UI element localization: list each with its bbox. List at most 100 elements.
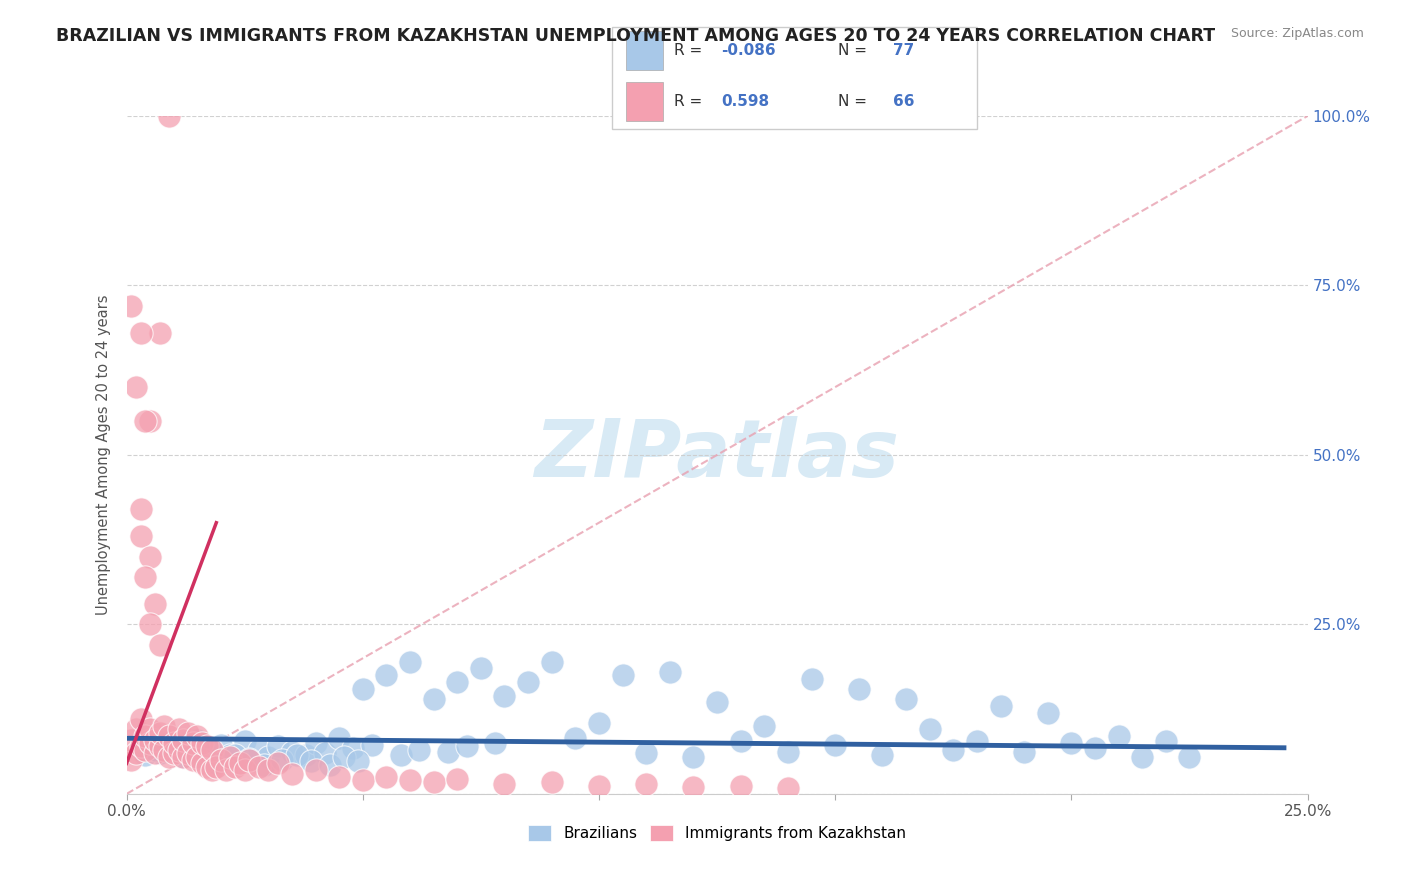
Point bbox=[157, 749, 180, 764]
Point bbox=[139, 414, 162, 428]
Point bbox=[494, 777, 516, 791]
Point bbox=[446, 675, 468, 690]
FancyBboxPatch shape bbox=[626, 31, 662, 70]
Point bbox=[209, 753, 232, 767]
Point bbox=[328, 770, 350, 784]
Point bbox=[120, 753, 142, 767]
Point bbox=[143, 743, 166, 757]
Point bbox=[776, 745, 799, 759]
Point bbox=[149, 746, 172, 760]
Point bbox=[186, 749, 208, 764]
Point bbox=[314, 746, 336, 760]
Point bbox=[682, 780, 704, 794]
Text: 77: 77 bbox=[893, 43, 914, 58]
Point bbox=[389, 747, 412, 762]
Point bbox=[139, 617, 162, 632]
Point bbox=[540, 774, 562, 789]
Point bbox=[129, 712, 152, 726]
Point bbox=[918, 723, 941, 737]
Point bbox=[375, 668, 398, 682]
Point bbox=[352, 773, 374, 788]
Point bbox=[267, 756, 290, 771]
Point bbox=[1012, 745, 1035, 759]
Point bbox=[149, 739, 172, 754]
Point bbox=[730, 734, 752, 748]
Point bbox=[172, 749, 194, 764]
Point bbox=[200, 745, 222, 759]
Point bbox=[636, 746, 658, 760]
Point bbox=[143, 732, 166, 747]
Point bbox=[800, 672, 823, 686]
Point bbox=[1060, 736, 1083, 750]
Point bbox=[233, 734, 256, 748]
Point bbox=[149, 726, 172, 740]
Point bbox=[1130, 749, 1153, 764]
Point bbox=[456, 739, 478, 754]
Point bbox=[588, 715, 610, 730]
Point bbox=[408, 743, 430, 757]
Text: R =: R = bbox=[673, 95, 707, 109]
Text: ZIPatlas: ZIPatlas bbox=[534, 416, 900, 494]
Point bbox=[730, 779, 752, 793]
Point bbox=[139, 739, 162, 754]
Point bbox=[134, 414, 156, 428]
Point bbox=[215, 763, 238, 777]
Text: N =: N = bbox=[838, 95, 872, 109]
Point bbox=[1178, 749, 1201, 764]
Text: BRAZILIAN VS IMMIGRANTS FROM KAZAKHSTAN UNEMPLOYMENT AMONG AGES 20 TO 24 YEARS C: BRAZILIAN VS IMMIGRANTS FROM KAZAKHSTAN … bbox=[56, 27, 1215, 45]
Point bbox=[224, 760, 246, 774]
Point bbox=[399, 773, 422, 788]
Point bbox=[177, 726, 200, 740]
Point bbox=[966, 734, 988, 748]
Point bbox=[219, 749, 242, 764]
Point bbox=[252, 758, 274, 772]
Point bbox=[494, 689, 516, 703]
Point bbox=[172, 749, 194, 764]
Point bbox=[181, 753, 204, 767]
Point bbox=[139, 736, 162, 750]
Point bbox=[517, 675, 540, 690]
Point bbox=[333, 749, 356, 764]
Point bbox=[205, 756, 228, 771]
Point bbox=[375, 770, 398, 784]
Point bbox=[120, 299, 142, 313]
Point bbox=[191, 756, 214, 771]
Point bbox=[247, 760, 270, 774]
Point bbox=[125, 723, 148, 737]
Text: 66: 66 bbox=[893, 95, 914, 109]
Point bbox=[299, 755, 322, 769]
Point bbox=[139, 723, 162, 737]
Point bbox=[177, 734, 200, 748]
Point bbox=[163, 740, 186, 755]
Point bbox=[229, 756, 252, 771]
Point bbox=[352, 681, 374, 696]
Point bbox=[446, 772, 468, 786]
Point bbox=[612, 668, 634, 682]
Point bbox=[990, 698, 1012, 713]
Point bbox=[304, 763, 326, 777]
Point bbox=[285, 747, 308, 762]
Point bbox=[134, 743, 156, 757]
Point bbox=[181, 736, 204, 750]
Point bbox=[209, 738, 232, 752]
Text: 0.598: 0.598 bbox=[721, 95, 769, 109]
Point bbox=[872, 747, 894, 762]
Point bbox=[186, 732, 208, 747]
Point bbox=[1036, 706, 1059, 720]
Point bbox=[177, 746, 200, 760]
Text: Source: ZipAtlas.com: Source: ZipAtlas.com bbox=[1230, 27, 1364, 40]
Y-axis label: Unemployment Among Ages 20 to 24 years: Unemployment Among Ages 20 to 24 years bbox=[96, 294, 111, 615]
Point bbox=[318, 758, 340, 772]
Point bbox=[295, 747, 318, 762]
Point bbox=[186, 729, 208, 743]
Point bbox=[139, 549, 162, 564]
Legend: Brazilians, Immigrants from Kazakhstan: Brazilians, Immigrants from Kazakhstan bbox=[522, 819, 912, 847]
Point bbox=[281, 745, 304, 759]
Point bbox=[942, 743, 965, 757]
Point bbox=[1154, 734, 1177, 748]
Point bbox=[134, 729, 156, 743]
Point bbox=[1108, 729, 1130, 743]
Point bbox=[167, 743, 190, 757]
Point bbox=[153, 736, 176, 750]
Point bbox=[219, 747, 242, 762]
